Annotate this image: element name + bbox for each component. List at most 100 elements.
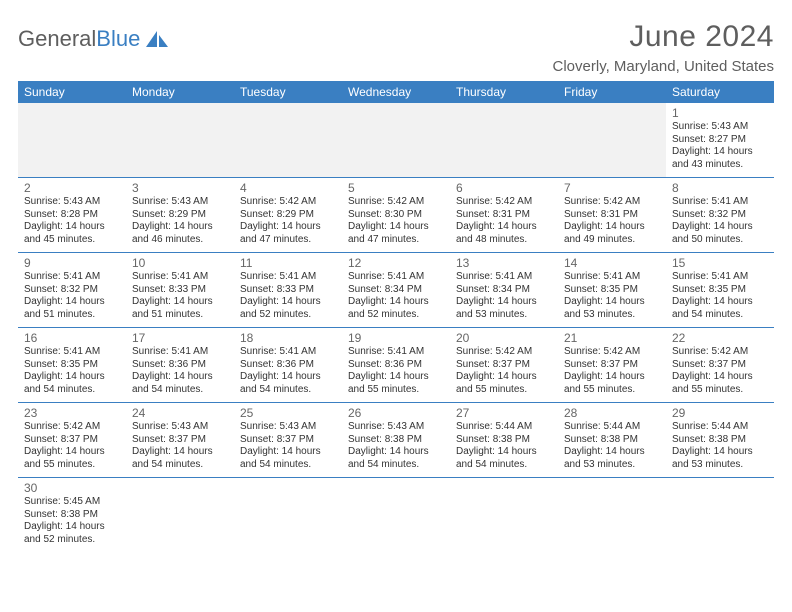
sunrise-line: Sunrise: 5:44 AM xyxy=(456,421,552,434)
daylight-line: Daylight: 14 hours and 55 minutes. xyxy=(672,371,768,396)
day-number: 24 xyxy=(132,406,228,420)
calendar-cell: 3Sunrise: 5:43 AMSunset: 8:29 PMDaylight… xyxy=(126,178,234,253)
calendar-cell: 28Sunrise: 5:44 AMSunset: 8:38 PMDayligh… xyxy=(558,403,666,478)
calendar-cell: 20Sunrise: 5:42 AMSunset: 8:37 PMDayligh… xyxy=(450,328,558,403)
sunrise-line: Sunrise: 5:41 AM xyxy=(672,271,768,284)
calendar-cell: 2Sunrise: 5:43 AMSunset: 8:28 PMDaylight… xyxy=(18,178,126,253)
calendar-cell xyxy=(234,478,342,553)
day-number: 14 xyxy=(564,256,660,270)
calendar-row: 9Sunrise: 5:41 AMSunset: 8:32 PMDaylight… xyxy=(18,253,774,328)
sunrise-line: Sunrise: 5:41 AM xyxy=(132,346,228,359)
sunset-line: Sunset: 8:31 PM xyxy=(564,209,660,222)
day-number: 21 xyxy=(564,331,660,345)
sunset-line: Sunset: 8:28 PM xyxy=(24,209,120,222)
day-header: Thursday xyxy=(450,81,558,103)
sunrise-line: Sunrise: 5:42 AM xyxy=(348,196,444,209)
sunset-line: Sunset: 8:34 PM xyxy=(456,284,552,297)
daylight-line: Daylight: 14 hours and 53 minutes. xyxy=(672,446,768,471)
daylight-line: Daylight: 14 hours and 54 minutes. xyxy=(132,446,228,471)
sunset-line: Sunset: 8:37 PM xyxy=(240,434,336,447)
day-number: 20 xyxy=(456,331,552,345)
sunset-line: Sunset: 8:33 PM xyxy=(132,284,228,297)
daylight-line: Daylight: 14 hours and 49 minutes. xyxy=(564,221,660,246)
daylight-line: Daylight: 14 hours and 55 minutes. xyxy=(564,371,660,396)
day-number: 10 xyxy=(132,256,228,270)
sunrise-line: Sunrise: 5:41 AM xyxy=(24,271,120,284)
sunrise-line: Sunrise: 5:43 AM xyxy=(132,196,228,209)
sunrise-line: Sunrise: 5:44 AM xyxy=(672,421,768,434)
sunrise-line: Sunrise: 5:42 AM xyxy=(456,346,552,359)
calendar-row: 1Sunrise: 5:43 AMSunset: 8:27 PMDaylight… xyxy=(18,103,774,178)
daylight-line: Daylight: 14 hours and 51 minutes. xyxy=(24,296,120,321)
day-number: 13 xyxy=(456,256,552,270)
day-header: Tuesday xyxy=(234,81,342,103)
sunset-line: Sunset: 8:30 PM xyxy=(348,209,444,222)
sunset-line: Sunset: 8:36 PM xyxy=(240,359,336,372)
calendar-cell xyxy=(558,478,666,553)
sunrise-line: Sunrise: 5:42 AM xyxy=(24,421,120,434)
day-header: Friday xyxy=(558,81,666,103)
daylight-line: Daylight: 14 hours and 54 minutes. xyxy=(672,296,768,321)
sunrise-line: Sunrise: 5:41 AM xyxy=(348,271,444,284)
sunset-line: Sunset: 8:29 PM xyxy=(132,209,228,222)
logo-sail-icon xyxy=(144,29,170,49)
calendar-cell: 22Sunrise: 5:42 AMSunset: 8:37 PMDayligh… xyxy=(666,328,774,403)
sunset-line: Sunset: 8:38 PM xyxy=(348,434,444,447)
day-number: 5 xyxy=(348,181,444,195)
day-number: 22 xyxy=(672,331,768,345)
calendar-cell: 16Sunrise: 5:41 AMSunset: 8:35 PMDayligh… xyxy=(18,328,126,403)
day-number: 9 xyxy=(24,256,120,270)
day-number: 6 xyxy=(456,181,552,195)
day-header: Saturday xyxy=(666,81,774,103)
sunset-line: Sunset: 8:38 PM xyxy=(24,509,120,522)
daylight-line: Daylight: 14 hours and 54 minutes. xyxy=(240,371,336,396)
daylight-line: Daylight: 14 hours and 50 minutes. xyxy=(672,221,768,246)
day-number: 30 xyxy=(24,481,120,495)
sunset-line: Sunset: 8:27 PM xyxy=(672,134,768,147)
sunset-line: Sunset: 8:37 PM xyxy=(672,359,768,372)
sunrise-line: Sunrise: 5:42 AM xyxy=(672,346,768,359)
calendar-cell: 24Sunrise: 5:43 AMSunset: 8:37 PMDayligh… xyxy=(126,403,234,478)
calendar-cell xyxy=(126,478,234,553)
day-number: 12 xyxy=(348,256,444,270)
sunrise-line: Sunrise: 5:43 AM xyxy=(240,421,336,434)
sunrise-line: Sunrise: 5:41 AM xyxy=(24,346,120,359)
sunset-line: Sunset: 8:37 PM xyxy=(24,434,120,447)
daylight-line: Daylight: 14 hours and 46 minutes. xyxy=(132,221,228,246)
logo-text-1: General xyxy=(18,26,96,52)
calendar-row: 2Sunrise: 5:43 AMSunset: 8:28 PMDaylight… xyxy=(18,178,774,253)
daylight-line: Daylight: 14 hours and 53 minutes. xyxy=(564,296,660,321)
sunrise-line: Sunrise: 5:42 AM xyxy=(456,196,552,209)
sunrise-line: Sunrise: 5:41 AM xyxy=(240,271,336,284)
day-number: 7 xyxy=(564,181,660,195)
calendar-cell: 26Sunrise: 5:43 AMSunset: 8:38 PMDayligh… xyxy=(342,403,450,478)
calendar-cell: 6Sunrise: 5:42 AMSunset: 8:31 PMDaylight… xyxy=(450,178,558,253)
calendar-cell: 5Sunrise: 5:42 AMSunset: 8:30 PMDaylight… xyxy=(342,178,450,253)
sunset-line: Sunset: 8:36 PM xyxy=(132,359,228,372)
daylight-line: Daylight: 14 hours and 45 minutes. xyxy=(24,221,120,246)
daylight-line: Daylight: 14 hours and 51 minutes. xyxy=(132,296,228,321)
sunrise-line: Sunrise: 5:41 AM xyxy=(456,271,552,284)
sunrise-line: Sunrise: 5:41 AM xyxy=(564,271,660,284)
daylight-line: Daylight: 14 hours and 54 minutes. xyxy=(348,446,444,471)
sunrise-line: Sunrise: 5:42 AM xyxy=(240,196,336,209)
day-number: 11 xyxy=(240,256,336,270)
daylight-line: Daylight: 14 hours and 48 minutes. xyxy=(456,221,552,246)
calendar-cell: 7Sunrise: 5:42 AMSunset: 8:31 PMDaylight… xyxy=(558,178,666,253)
day-header: Sunday xyxy=(18,81,126,103)
logo: GeneralBlue xyxy=(18,20,170,52)
day-number: 19 xyxy=(348,331,444,345)
day-number: 3 xyxy=(132,181,228,195)
day-number: 18 xyxy=(240,331,336,345)
calendar-cell: 15Sunrise: 5:41 AMSunset: 8:35 PMDayligh… xyxy=(666,253,774,328)
calendar-cell xyxy=(450,478,558,553)
daylight-line: Daylight: 14 hours and 55 minutes. xyxy=(348,371,444,396)
calendar-cell: 14Sunrise: 5:41 AMSunset: 8:35 PMDayligh… xyxy=(558,253,666,328)
logo-text-2: Blue xyxy=(96,26,140,52)
calendar-row: 23Sunrise: 5:42 AMSunset: 8:37 PMDayligh… xyxy=(18,403,774,478)
calendar-row: 16Sunrise: 5:41 AMSunset: 8:35 PMDayligh… xyxy=(18,328,774,403)
day-number: 17 xyxy=(132,331,228,345)
calendar-cell: 4Sunrise: 5:42 AMSunset: 8:29 PMDaylight… xyxy=(234,178,342,253)
calendar-cell xyxy=(342,478,450,553)
location-text: Cloverly, Maryland, United States xyxy=(553,58,774,75)
